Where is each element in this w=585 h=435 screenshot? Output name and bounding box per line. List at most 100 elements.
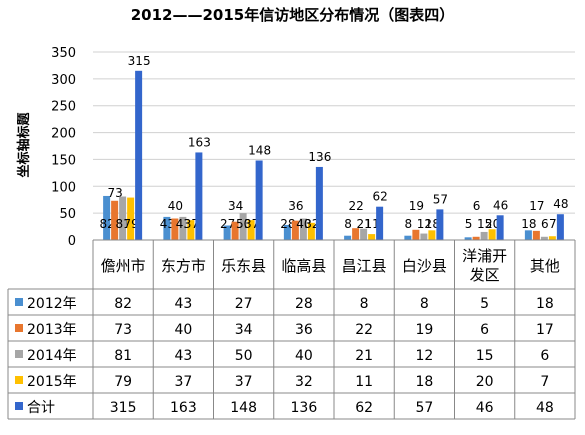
bar-2015年 [127,197,135,240]
data-label: 12 [417,217,432,231]
bar-2013年 [352,228,360,240]
bar-合计 [436,209,444,240]
x-tick-label: 其他 [530,257,560,275]
x-tick-label: 白沙县 [402,257,447,275]
table-cell: 43 [174,296,192,312]
table-cell: 8 [420,296,429,312]
bar-2012年 [223,225,231,240]
legend-label: 合计 [27,400,55,416]
data-label: 79 [123,217,138,231]
data-label: 7 [549,217,557,231]
table-cell: 73 [114,322,132,338]
bar-2013年 [532,230,540,240]
bar-合计 [255,160,263,240]
data-label: 315 [128,54,151,68]
bar-2013年 [472,236,480,240]
table-cell: 32 [295,374,313,390]
table-cell: 46 [476,400,494,416]
data-label: 46 [493,198,508,212]
bar-2014年 [239,213,247,240]
table-cell: 81 [114,348,132,364]
table-cell: 163 [170,400,197,416]
data-label: 40 [168,199,183,213]
table-cell: 62 [355,400,373,416]
bar-合计 [135,70,143,240]
data-label: 136 [308,150,331,164]
table-cell: 6 [480,322,489,338]
bar-合计 [556,214,564,240]
table-cell: 148 [230,400,257,416]
legend-swatch [15,376,23,384]
data-label: 19 [409,199,424,213]
table-cell: 8 [360,296,369,312]
bar-2015年 [368,234,376,240]
table-cell: 12 [415,348,433,364]
data-label: 18 [521,217,536,231]
x-tick-label: 发区 [470,266,500,284]
legend-label: 2012年 [27,296,77,312]
bar-2015年 [247,220,255,240]
legend-swatch [15,324,23,332]
data-label: 73 [107,186,122,200]
data-label: 62 [372,190,387,204]
bar-2014年 [360,228,368,240]
data-label: 36 [288,199,303,213]
data-label: 81 [115,217,130,231]
table-cell: 48 [536,400,554,416]
data-label: 163 [188,135,211,149]
table-cell: 40 [295,348,313,364]
bar-2012年 [283,224,291,240]
table-cell: 18 [415,374,433,390]
bar-2012年 [344,235,352,240]
x-tick-label: 乐东县 [221,257,266,275]
bar-2013年 [111,200,119,240]
data-label: 50 [236,217,251,231]
data-label: 48 [553,197,568,211]
table-cell: 37 [174,374,192,390]
bar-2015年 [187,220,195,240]
data-label: 43 [160,217,175,231]
chart-title: 2012——2015年信访地区分布情况（图表四） [130,6,455,24]
data-label: 37 [244,217,259,231]
data-label: 22 [348,199,363,213]
table-cell: 50 [235,348,253,364]
bar-2014年 [420,233,428,240]
table-cell: 11 [355,374,373,390]
data-label: 27 [220,217,235,231]
table-cell: 36 [295,322,313,338]
data-label: 57 [433,192,448,206]
data-label: 17 [529,199,544,213]
table-cell: 28 [295,296,313,312]
bar-2015年 [548,236,556,240]
table-cell: 20 [476,374,494,390]
table-cell: 82 [114,296,132,312]
data-label: 18 [425,217,440,231]
bar-2014年 [540,236,548,240]
data-label: 34 [228,199,243,213]
legend-label: 2013年 [27,322,77,338]
table-cell: 7 [540,374,549,390]
table-cell: 136 [291,400,318,416]
y-tick-label: 350 [51,46,76,61]
data-label: 40 [296,217,311,231]
x-tick-label: 临高县 [281,257,326,275]
data-label: 6 [541,217,549,231]
data-label: 6 [473,199,481,213]
data-label: 8 [344,217,352,231]
data-label: 82 [99,217,114,231]
data-label: 43 [176,217,191,231]
table-cell: 19 [415,322,433,338]
table-cell: 27 [235,296,253,312]
data-label: 8 [405,217,413,231]
table-cell: 57 [415,400,433,416]
bar-2012年 [464,237,472,240]
table-cell: 43 [174,348,192,364]
data-label: 11 [364,217,379,231]
x-tick-label: 儋州市 [101,257,146,275]
bar-2015年 [488,229,496,240]
bar-2014年 [179,216,187,240]
table-cell: 22 [355,322,373,338]
data-label: 15 [477,217,492,231]
table-cell: 37 [235,374,253,390]
